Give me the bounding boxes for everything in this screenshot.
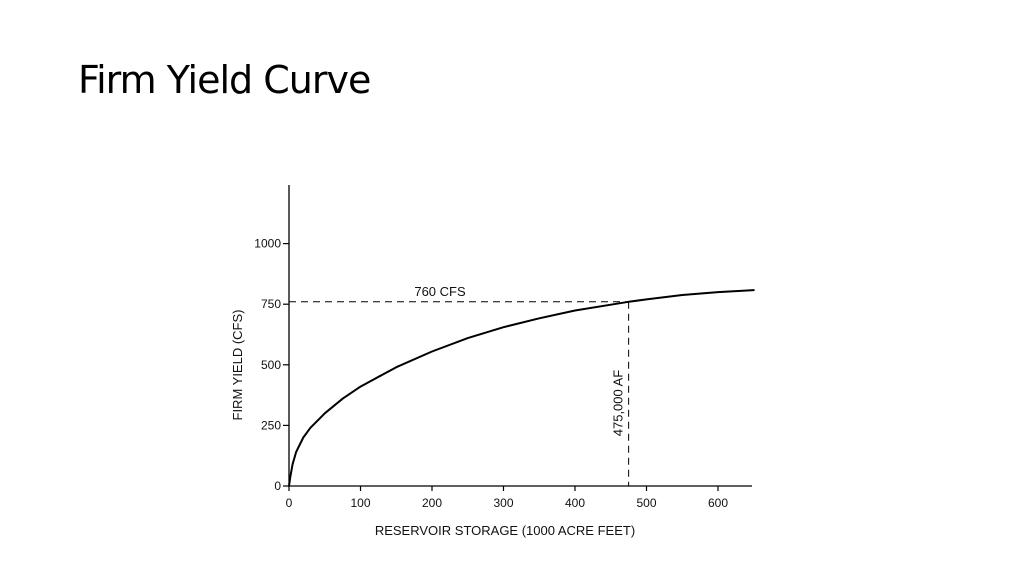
x-tick-label: 0 — [286, 496, 293, 510]
slide-title: Firm Yield Curve — [78, 58, 371, 102]
chart-series — [288, 289, 755, 487]
x-tick-label: 300 — [493, 496, 513, 510]
y-tick-label: 250 — [261, 418, 281, 432]
x-tick-label: 100 — [350, 496, 370, 510]
x-tick-label: 400 — [565, 496, 585, 510]
firm-yield-curve — [288, 289, 755, 487]
y-tick-label: 500 — [261, 358, 281, 372]
y-tick-label: 750 — [261, 297, 281, 311]
annotation-guides — [289, 301, 630, 486]
vertical-annotation-label: 475,000 AF — [611, 370, 626, 437]
x-tick-label: 600 — [708, 496, 728, 510]
y-tick-label: 1000 — [254, 237, 281, 251]
chart-labels: RESERVOIR STORAGE (1000 ACRE FEET) FIRM Y… — [230, 284, 635, 538]
chart-ticks: 0 250 500 750 1000 0 100 200 300 400 500 600 — [254, 237, 728, 510]
x-tick-label: 200 — [422, 496, 442, 510]
x-tick-label: 500 — [636, 496, 656, 510]
y-axis-title: FIRM YIELD (CFS) — [230, 310, 245, 421]
y-tick-label: 0 — [274, 479, 281, 493]
x-axis-title: RESERVOIR STORAGE (1000 ACRE FEET) — [375, 523, 635, 538]
horizontal-annotation-label: 760 CFS — [414, 284, 466, 299]
chart-axes — [288, 185, 752, 487]
